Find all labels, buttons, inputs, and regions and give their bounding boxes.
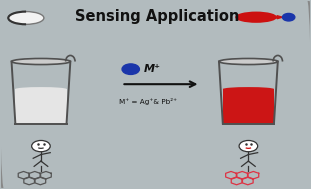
Text: Sensing Application: Sensing Application [75, 9, 239, 24]
Text: M⁺: M⁺ [144, 64, 161, 74]
Ellipse shape [8, 12, 44, 24]
Bar [15, 89, 67, 124]
Polygon shape [277, 16, 282, 19]
Ellipse shape [223, 87, 274, 91]
Circle shape [239, 140, 258, 152]
Ellipse shape [219, 58, 278, 65]
Circle shape [122, 64, 139, 74]
Ellipse shape [15, 87, 67, 91]
Circle shape [282, 13, 295, 21]
Bar [223, 89, 274, 124]
Circle shape [32, 140, 50, 152]
Text: M⁺ = Ag⁺& Pb²⁺: M⁺ = Ag⁺& Pb²⁺ [119, 98, 177, 105]
Ellipse shape [235, 12, 277, 23]
Ellipse shape [12, 58, 70, 65]
